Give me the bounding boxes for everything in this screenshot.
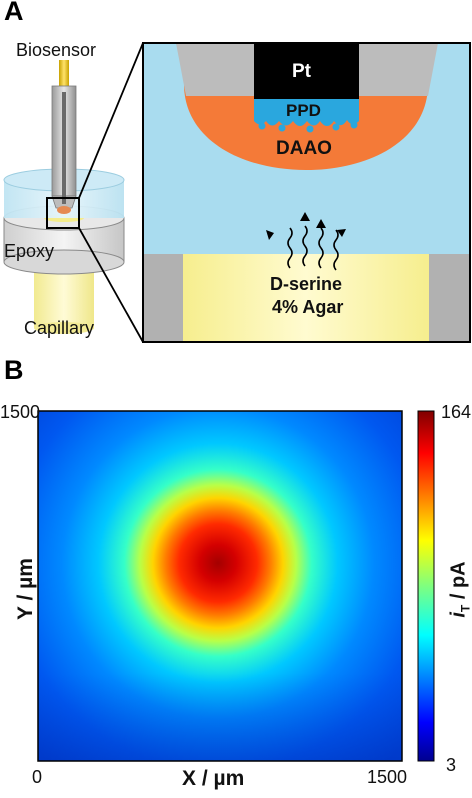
- zoom-line-bottom: [78, 227, 144, 343]
- x-axis-min-label: 0: [32, 767, 43, 787]
- epoxy-label: Epoxy: [4, 241, 55, 261]
- colorbar-label-main: i: [447, 612, 470, 618]
- colorbar-label: iT / pA: [448, 540, 472, 640]
- agar-label: 4% Agar: [272, 297, 344, 317]
- capillary-label: Capillary: [24, 318, 95, 338]
- panel-b-letter: B: [4, 355, 24, 385]
- biosensor-label: Biosensor: [16, 40, 97, 60]
- zoom-box: [46, 197, 80, 229]
- panel-a-letter: A: [4, 0, 24, 26]
- pt-label: Pt: [292, 61, 311, 82]
- ppd-label: PPD: [286, 101, 321, 120]
- daao-label: DAAO: [276, 138, 332, 159]
- magnified-view: [142, 42, 471, 343]
- x-axis-max-label: 1500: [367, 767, 408, 787]
- zoom-line-top: [78, 42, 144, 199]
- dserine-label: D-serine: [270, 274, 343, 294]
- diffusion-arrows: [287, 225, 339, 271]
- biosensor-rod: [51, 60, 77, 214]
- colorbar-min-label: 3: [446, 755, 457, 775]
- colorbar-max-label: 164: [441, 402, 472, 422]
- colorbar-label-sub: T: [458, 604, 472, 613]
- y-axis-max-label: 1500: [0, 402, 41, 422]
- y-axis-label: Y / µm: [14, 558, 37, 620]
- x-axis-label: X / µm: [182, 767, 245, 790]
- colorbar-label-unit: / pA: [447, 561, 470, 605]
